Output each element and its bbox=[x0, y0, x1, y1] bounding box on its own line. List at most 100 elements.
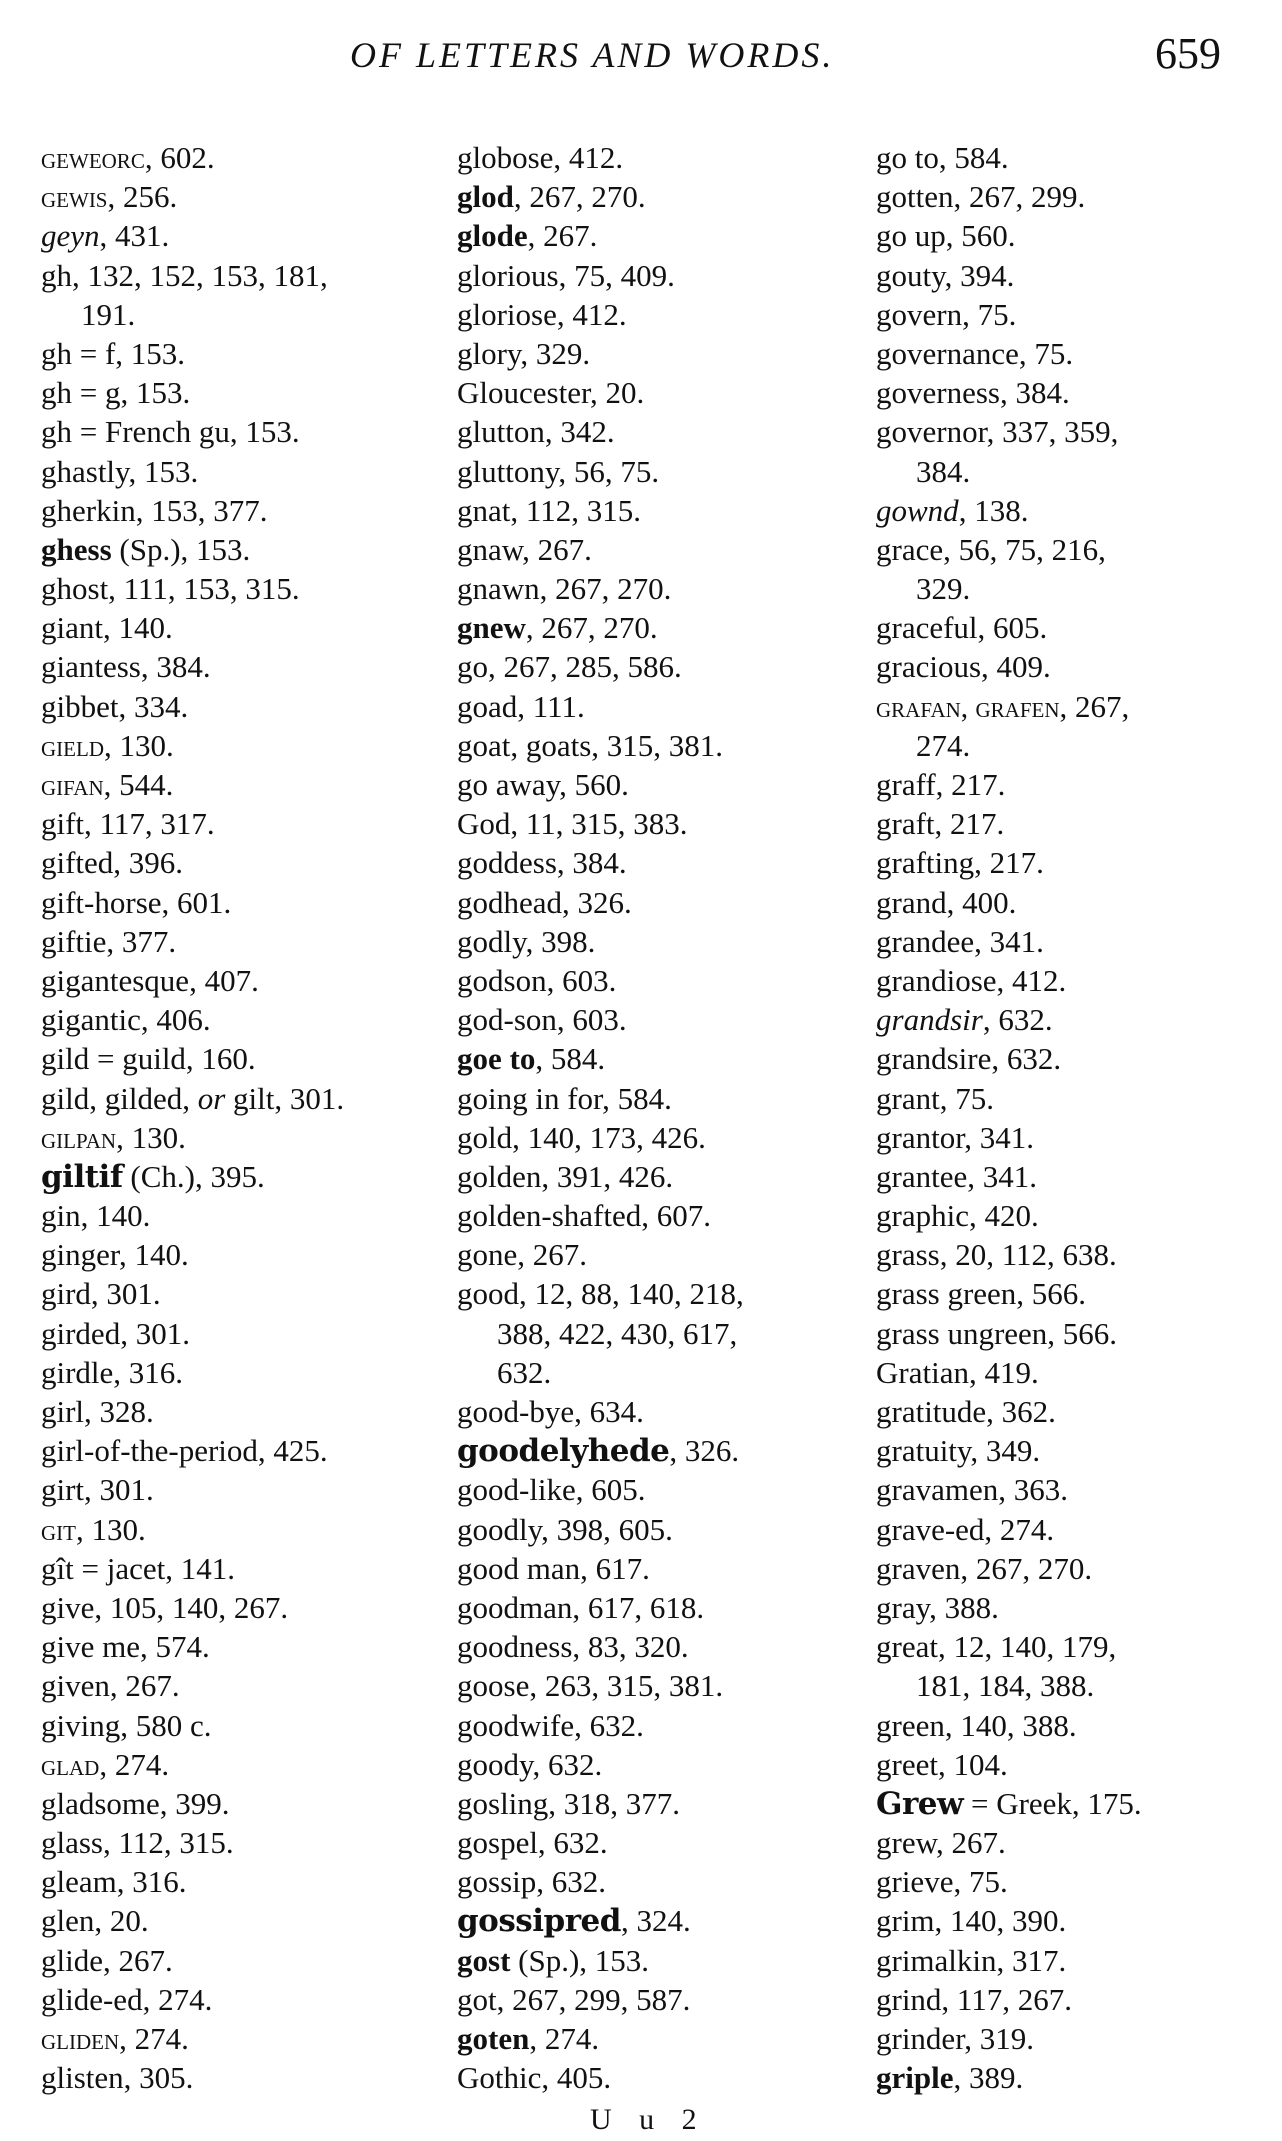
index-entry: go, 267, 285, 586. bbox=[457, 647, 744, 686]
index-entry: gird, 301. bbox=[41, 1274, 344, 1313]
index-entry: gossip, 632. bbox=[457, 1862, 744, 1901]
entry-text: grandiose, 412. bbox=[876, 962, 1067, 998]
entry-text: goose, 263, 315, 381. bbox=[457, 1668, 724, 1704]
entry-term: glod bbox=[457, 179, 514, 215]
index-entry-continuation: 329. bbox=[876, 569, 1142, 608]
index-entry: gin, 140. bbox=[41, 1196, 344, 1235]
entry-term: GIELD bbox=[41, 730, 104, 763]
index-entry: giant, 140. bbox=[41, 608, 344, 647]
index-entry: glode, 267. bbox=[457, 216, 744, 255]
entry-text: girl-of-the-period, 425. bbox=[41, 1433, 328, 1469]
index-entry: graceful, 605. bbox=[876, 608, 1142, 647]
entry-text: , 584. bbox=[535, 1041, 606, 1077]
entry-text: 632. bbox=[497, 1354, 552, 1390]
entry-text: grim, 140, 390. bbox=[876, 1903, 1067, 1939]
signature-mark: U u 2 bbox=[590, 2103, 707, 2136]
index-entry: glisten, 305. bbox=[41, 2058, 344, 2097]
entry-text: give me, 574. bbox=[41, 1629, 210, 1665]
entry-text: goodman, 617, 618. bbox=[457, 1589, 705, 1625]
index-entry: grantor, 341. bbox=[876, 1118, 1142, 1157]
index-entry-continuation: 181, 184, 388. bbox=[876, 1666, 1142, 1705]
entry-text: go up, 560. bbox=[876, 218, 1016, 254]
index-entry: ginger, 140. bbox=[41, 1235, 344, 1274]
entry-text: grave-ed, 274. bbox=[876, 1511, 1055, 1547]
index-entry: gifted, 396. bbox=[41, 843, 344, 882]
entry-text: going in for, 584. bbox=[457, 1080, 672, 1116]
index-entry: giving, 580 c. bbox=[41, 1706, 344, 1745]
index-entry: gospel, 632. bbox=[457, 1823, 744, 1862]
index-entry: go to, 584. bbox=[876, 138, 1142, 177]
index-entry: governor, 337, 359, bbox=[876, 412, 1142, 451]
index-entry: goat, goats, 315, 381. bbox=[457, 726, 744, 765]
index-entry: gnew, 267, 270. bbox=[457, 608, 744, 647]
entry-text: glutton, 342. bbox=[457, 414, 615, 450]
entry-text: gnawn, 267, 270. bbox=[457, 571, 672, 607]
index-entry: grieve, 75. bbox=[876, 1862, 1142, 1901]
entry-text: goddess, 384. bbox=[457, 845, 627, 881]
index-entry: girl, 328. bbox=[41, 1392, 344, 1431]
index-entry: goody, 632. bbox=[457, 1745, 744, 1784]
entry-text: goodwife, 632. bbox=[457, 1707, 644, 1743]
entry-text: ginger, 140. bbox=[41, 1237, 189, 1273]
entry-text: giving, 580 c. bbox=[41, 1707, 212, 1743]
index-entry: gossipred, 324. bbox=[457, 1901, 744, 1940]
entry-term: grandsir bbox=[876, 1002, 983, 1038]
entry-text: grandsire, 632. bbox=[876, 1041, 1062, 1077]
index-entry: grind, 117, 267. bbox=[876, 1980, 1142, 2019]
index-entry: gleam, 316. bbox=[41, 1862, 344, 1901]
entry-text: gird, 301. bbox=[41, 1276, 161, 1312]
entry-text: gifted, 396. bbox=[41, 845, 184, 881]
entry-text: , 326. bbox=[669, 1433, 740, 1469]
entry-text: , 130. bbox=[103, 727, 174, 763]
index-entry: goe to, 584. bbox=[457, 1039, 744, 1078]
index-entry: gh, 132, 152, 153, 181, bbox=[41, 256, 344, 295]
entry-text: glorious, 75, 409. bbox=[457, 257, 675, 293]
entry-term: GEWIS bbox=[41, 182, 108, 215]
index-entry: green, 140, 388. bbox=[876, 1706, 1142, 1745]
entry-text: goad, 111. bbox=[457, 688, 585, 724]
index-entry: great, 12, 140, 179, bbox=[876, 1627, 1142, 1666]
entry-text: good-like, 605. bbox=[457, 1472, 646, 1508]
entry-text: gh = f, 153. bbox=[41, 335, 186, 371]
index-entry: graphic, 420. bbox=[876, 1196, 1142, 1235]
running-title: OF LETTERS AND WORDS. bbox=[350, 35, 835, 75]
entry-term: Grew bbox=[876, 1785, 964, 1822]
index-entry-continuation: 384. bbox=[876, 452, 1142, 491]
index-entry: goose, 263, 315, 381. bbox=[457, 1666, 744, 1705]
entry-text: gratitude, 362. bbox=[876, 1394, 1056, 1429]
entry-text: , 267, bbox=[1059, 688, 1130, 724]
entry-text: gild = guild, 160. bbox=[41, 1041, 256, 1077]
entry-text: gray, 388. bbox=[876, 1589, 999, 1625]
entry-term: GIT bbox=[41, 1514, 76, 1547]
index-entry: godson, 603. bbox=[457, 961, 744, 1000]
entry-term: GLAD bbox=[41, 1749, 100, 1782]
entry-text: gospel, 632. bbox=[457, 1825, 608, 1861]
index-entry: gild, gilded, or gilt, 301. bbox=[41, 1079, 344, 1118]
entry-text: Gratian, 419. bbox=[876, 1354, 1039, 1390]
page-number: 659 bbox=[1155, 29, 1221, 78]
index-entry: gnat, 112, 315. bbox=[457, 491, 744, 530]
entry-text: glass, 112, 315. bbox=[41, 1825, 234, 1861]
index-entry: good-like, 605. bbox=[457, 1470, 744, 1509]
entry-text: , 544. bbox=[103, 767, 174, 802]
entry-text: glory, 329. bbox=[457, 335, 591, 371]
entry-term: GILPAN bbox=[41, 1122, 117, 1155]
index-entry: griple, 389. bbox=[876, 2058, 1142, 2097]
entry-term: giltif bbox=[41, 1158, 123, 1195]
index-entry: GEWIS, 256. bbox=[41, 177, 344, 216]
index-entry: gherkin, 153, 377. bbox=[41, 491, 344, 530]
entry-text: ghost, 111, 153, 315. bbox=[41, 571, 300, 607]
entry-text: gone, 267. bbox=[457, 1237, 588, 1273]
entry-text: gh = g, 153. bbox=[41, 375, 191, 411]
index-entry: grandee, 341. bbox=[876, 922, 1142, 961]
index-column-1: GEWEORC, 602. GEWIS, 256. geyn, 431. gh, 13… bbox=[41, 138, 344, 2097]
entry-text: , 256. bbox=[107, 179, 178, 215]
entry-text: gh = French gu, 153. bbox=[41, 414, 300, 450]
entry-text: godson, 603. bbox=[457, 962, 617, 998]
index-entry: god-son, 603. bbox=[457, 1000, 744, 1039]
index-entry: gracious, 409. bbox=[876, 647, 1142, 686]
entry-text: grantee, 341. bbox=[876, 1158, 1037, 1194]
entry-text: grimalkin, 317. bbox=[876, 1942, 1067, 1978]
entry-term: gost bbox=[457, 1942, 511, 1978]
index-entry: graven, 267, 270. bbox=[876, 1549, 1142, 1588]
